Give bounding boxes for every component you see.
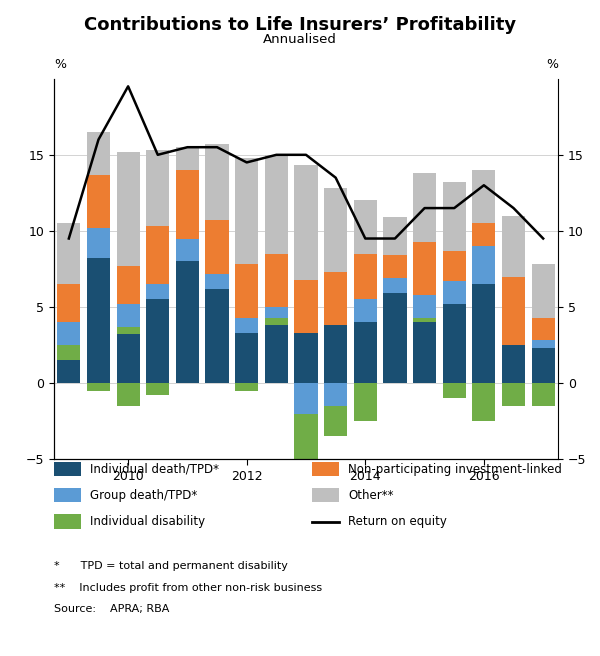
Bar [235,383,258,391]
Bar [176,239,199,261]
Bar [57,223,80,284]
Bar [146,150,169,226]
Bar [87,258,110,383]
Bar [265,318,288,325]
Bar [87,383,110,391]
Bar [472,284,496,383]
Bar [413,322,436,383]
Bar [57,284,80,322]
Bar [87,174,110,228]
Bar [413,173,436,241]
Text: *      TPD = total and permanent disability: * TPD = total and permanent disability [54,561,288,571]
Bar [532,264,555,318]
Bar [383,217,407,255]
Bar [205,220,229,274]
Text: Return on equity: Return on equity [348,515,447,528]
Bar [413,241,436,295]
Bar [324,383,347,406]
Bar [295,333,317,383]
Bar [235,333,258,383]
Bar [383,293,407,383]
Bar [383,255,407,278]
Bar [116,335,140,383]
Bar [532,340,555,348]
Bar [57,360,80,383]
Bar [443,304,466,383]
Bar [116,266,140,304]
Bar [354,299,377,322]
Text: Individual disability: Individual disability [90,515,205,528]
Bar [443,383,466,398]
Bar [324,325,347,383]
Bar [354,201,377,254]
Bar [235,264,258,318]
Text: Source:    APRA; RBA: Source: APRA; RBA [54,604,169,614]
Bar [413,318,436,322]
Bar [354,254,377,299]
Bar [502,383,525,406]
Bar [265,307,288,318]
Text: %: % [546,58,558,71]
Bar [443,281,466,304]
Bar [295,413,317,487]
Bar [205,274,229,289]
Bar [354,383,377,421]
Bar [443,182,466,251]
Bar [295,165,317,279]
Bar [116,327,140,335]
Bar [443,251,466,281]
Text: Non-participating investment-linked: Non-participating investment-linked [348,462,562,476]
Bar [176,147,199,170]
Bar [502,277,525,345]
Bar [146,299,169,383]
Bar [265,254,288,307]
Bar [324,188,347,272]
Bar [472,246,496,284]
Bar [205,144,229,220]
Bar [116,383,140,406]
Bar [146,226,169,284]
Text: Individual death/TPD*: Individual death/TPD* [90,462,219,476]
Bar [57,322,80,345]
Text: **    Includes profit from other non-risk business: ** Includes profit from other non-risk b… [54,583,322,592]
Bar [87,132,110,174]
Bar [413,295,436,318]
Bar [87,228,110,258]
Bar [472,383,496,421]
Bar [176,261,199,383]
Bar [354,322,377,383]
Bar [502,345,525,383]
Bar [235,318,258,333]
Bar [176,170,199,239]
Bar [116,304,140,327]
Bar [532,318,555,340]
Bar [295,279,317,333]
Bar [472,223,496,246]
Text: %: % [54,58,66,71]
Bar [146,383,169,396]
Bar [205,289,229,383]
Text: Contributions to Life Insurers’ Profitability: Contributions to Life Insurers’ Profitab… [84,16,516,34]
Bar [502,216,525,277]
Bar [116,152,140,266]
Bar [532,383,555,406]
Text: Group death/TPD*: Group death/TPD* [90,489,197,502]
Bar [324,406,347,436]
Bar [383,278,407,293]
Text: Annualised: Annualised [263,33,337,46]
Bar [265,155,288,254]
Bar [472,170,496,223]
Bar [57,345,80,360]
Bar [265,325,288,383]
Bar [235,158,258,264]
Bar [146,284,169,299]
Bar [532,348,555,383]
Bar [324,272,347,325]
Text: Other**: Other** [348,489,394,502]
Bar [295,383,317,413]
